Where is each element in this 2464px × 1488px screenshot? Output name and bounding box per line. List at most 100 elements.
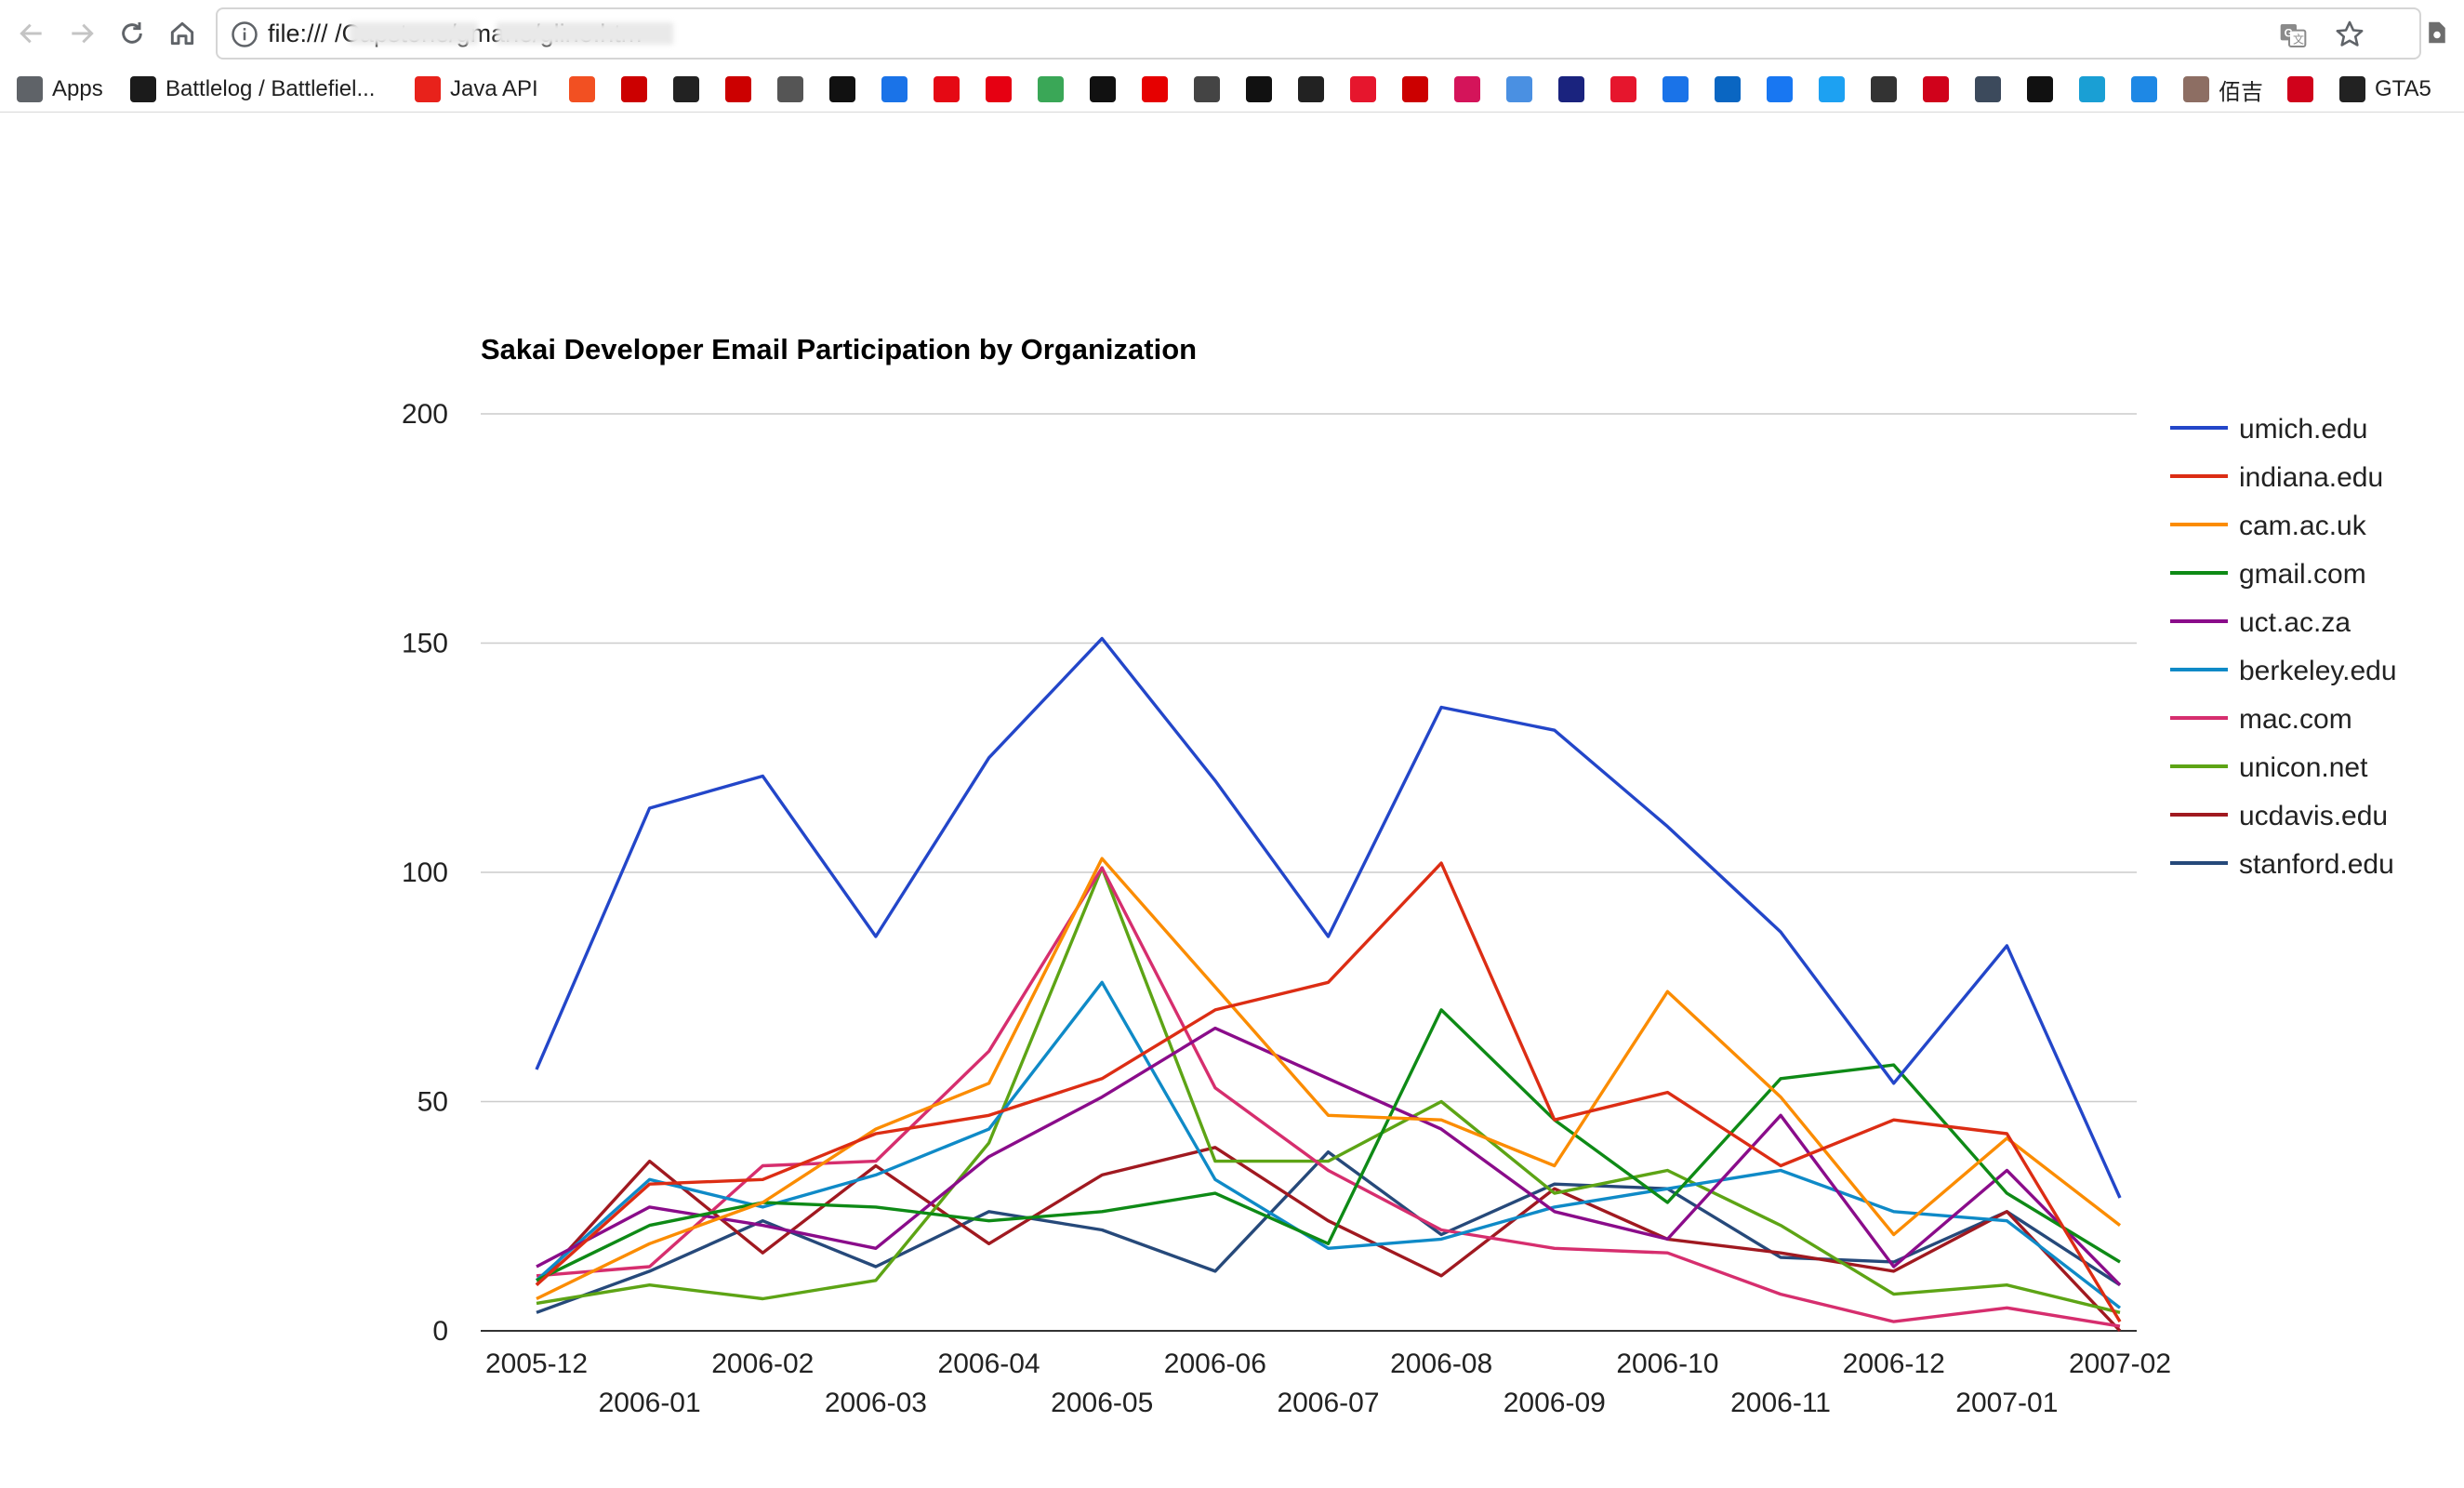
bookmark-item[interactable]: [2131, 74, 2157, 104]
cnn-icon: [1402, 76, 1428, 102]
bookmark-item[interactable]: [1246, 74, 1272, 104]
bookmark-item[interactable]: [1715, 74, 1741, 104]
y-tick-label: 150: [402, 629, 448, 659]
bookmark-item[interactable]: [1454, 74, 1480, 104]
legend-label[interactable]: uct.ac.za: [2239, 607, 2351, 638]
legend-label[interactable]: mac.com: [2239, 704, 2352, 735]
svg-text:G: G: [2285, 26, 2293, 39]
bookmark-item[interactable]: [1038, 74, 1064, 104]
reload-button[interactable]: [112, 13, 152, 54]
info-icon[interactable]: [231, 20, 258, 48]
bookmark-item[interactable]: [934, 74, 960, 104]
browser-toolbar: file:/// /Capstone/gmane/gline.htm G 文: [0, 0, 2464, 67]
series-line-umich-edu[interactable]: [535, 636, 2122, 1199]
x-tick-label: 2005-12: [485, 1348, 588, 1379]
bu-icon: [621, 76, 647, 102]
chart-canvas: Sakai Developer Email Participation by O…: [402, 333, 2397, 1418]
bookmark-item[interactable]: 佰吉: [2183, 74, 2263, 105]
bookmark-item[interactable]: [1975, 74, 2001, 104]
bookmark-item[interactable]: [2027, 74, 2053, 104]
bookmark-item[interactable]: [1923, 74, 1949, 104]
legend-label[interactable]: umich.edu: [2239, 414, 2367, 445]
legend-label[interactable]: unicon.net: [2239, 752, 2368, 783]
green-leaf-icon: [1038, 76, 1064, 102]
bookmark-item[interactable]: [829, 74, 855, 104]
series-line-gmail-com[interactable]: [536, 1008, 2121, 1282]
x-tick-label: 2006-03: [825, 1388, 927, 1418]
bookmark-item[interactable]: [1142, 74, 1168, 104]
legend-label[interactable]: stanford.edu: [2239, 849, 2394, 880]
bookmark-item[interactable]: [1558, 74, 1584, 104]
legend-label[interactable]: gmail.com: [2239, 559, 2366, 590]
line-chart: Sakai Developer Email Participation by O…: [0, 112, 2464, 1488]
y-tick-label: 100: [402, 857, 448, 888]
weibo-eye-icon: [1610, 76, 1636, 102]
bookmark-item[interactable]: [1402, 74, 1428, 104]
bookmark-item[interactable]: GTA5: [2339, 74, 2431, 104]
address-bar[interactable]: file:/// /Capstone/gmane/gline.htm G 文: [216, 7, 2421, 60]
back-arrow-icon: [20, 23, 42, 44]
home-icon: [170, 21, 194, 46]
x-tick-label: 2006-10: [1616, 1348, 1718, 1379]
x-tick-label: 2006-06: [1164, 1348, 1266, 1379]
bookmark-item[interactable]: [2287, 74, 2313, 104]
bookmark-item[interactable]: [621, 74, 647, 104]
bookmark-item[interactable]: [2079, 74, 2105, 104]
x-tick-label: 2006-07: [1277, 1388, 1379, 1418]
bookmark-item[interactable]: [1819, 74, 1845, 104]
bookmark-item[interactable]: [777, 74, 803, 104]
bookmark-item[interactable]: [1090, 74, 1116, 104]
wsj-circle-icon: [1558, 76, 1584, 102]
bookmark-item[interactable]: [1871, 74, 1897, 104]
globe-icon: [1871, 76, 1897, 102]
bookmark-item[interactable]: [986, 74, 1012, 104]
series-line-ucdavis-edu[interactable]: [535, 1146, 2122, 1333]
spiral-icon: [1454, 76, 1480, 102]
bookmark-item[interactable]: Java API: [415, 74, 538, 104]
series-line-cam-ac-uk[interactable]: [536, 857, 2122, 1301]
bookmark-item[interactable]: [1663, 74, 1689, 104]
arrow-circle-icon: [1663, 76, 1689, 102]
extension-icon[interactable]: [2423, 19, 2451, 46]
gta5-icon: [2339, 76, 2365, 102]
bookmark-item[interactable]: [569, 74, 595, 104]
x-tick-label: 2006-11: [1730, 1388, 1831, 1418]
translate-icon[interactable]: G 文: [2278, 20, 2308, 50]
bookmark-item[interactable]: [881, 74, 907, 104]
legend-label[interactable]: berkeley.edu: [2239, 656, 2397, 686]
bookmark-item[interactable]: Battlelog / Battlefiel...: [130, 74, 375, 104]
back-button[interactable]: [11, 13, 52, 54]
x-tick-label: 2006-02: [711, 1348, 814, 1379]
bookmark-star-icon[interactable]: [2334, 19, 2365, 50]
bookmark-label: Apps: [52, 76, 103, 101]
bookmark-item[interactable]: [1298, 74, 1324, 104]
legend-label[interactable]: indiana.edu: [2239, 462, 2383, 493]
facebook-icon: [1767, 76, 1793, 102]
x-tick-label: 2007-01: [1955, 1388, 2058, 1418]
home-button[interactable]: [162, 13, 203, 54]
y-tick-label: 0: [432, 1316, 448, 1347]
series-line-berkeley-edu[interactable]: [535, 980, 2122, 1309]
bu-icon: [725, 76, 751, 102]
bookmark-item[interactable]: [1506, 74, 1532, 104]
bookmark-label: 佰吉: [2219, 79, 2263, 105]
y-tick-label: 50: [417, 1087, 448, 1118]
bookmark-item[interactable]: [1610, 74, 1636, 104]
bookmark-item[interactable]: [725, 74, 751, 104]
bookmark-item[interactable]: [1350, 74, 1376, 104]
legend-label[interactable]: cam.ac.uk: [2239, 511, 2367, 541]
bookmark-item[interactable]: [673, 74, 699, 104]
series-line-indiana-edu[interactable]: [535, 861, 2122, 1322]
series-line-stanford-edu[interactable]: [536, 1149, 2121, 1314]
bookmark-item[interactable]: [1194, 74, 1220, 104]
b-icon: [1246, 76, 1272, 102]
series-line-unicon-net[interactable]: [536, 866, 2121, 1314]
series-line-uct-ac-za[interactable]: [536, 1026, 2122, 1286]
forward-button[interactable]: [61, 13, 102, 54]
battlelog-icon: [130, 76, 156, 102]
url-redaction: [497, 22, 673, 45]
bookmark-item[interactable]: Apps: [17, 74, 103, 104]
microsoft-icon: [569, 76, 595, 102]
bookmark-item[interactable]: [1767, 74, 1793, 104]
legend-label[interactable]: ucdavis.edu: [2239, 801, 2388, 831]
